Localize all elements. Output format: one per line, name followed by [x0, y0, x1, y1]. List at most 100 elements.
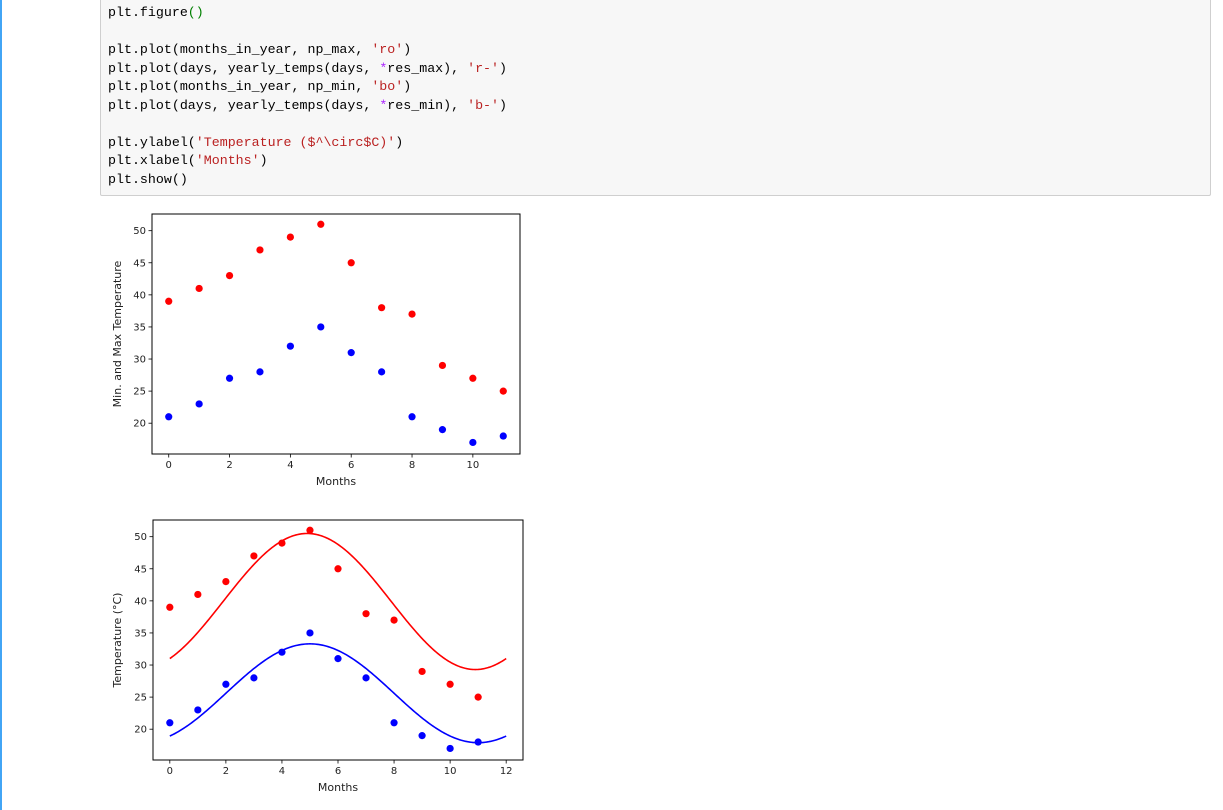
code-line[interactable]: plt.plot(months_in_year, np_max, 'ro')	[108, 41, 507, 60]
x-tick-label: 0	[167, 766, 173, 777]
code-token: plt.plot(days, yearly_temps(days,	[108, 97, 380, 113]
x-tick-label: 6	[335, 766, 341, 777]
x-tick-label: 2	[223, 766, 229, 777]
x-tick-label: 8	[391, 766, 397, 777]
data-point-max	[390, 616, 398, 624]
code-token: plt.plot(months_in_year, np_max,	[108, 42, 372, 57]
y-tick-label: 25	[134, 693, 147, 704]
cell-selection-bar	[0, 0, 2, 810]
plot-frame	[151, 213, 521, 455]
data-point-min	[222, 680, 230, 688]
data-point-min	[474, 738, 482, 746]
data-point-max	[194, 590, 202, 599]
data-point-max	[334, 565, 342, 573]
data-point-min	[306, 629, 314, 637]
y-tick-label: 30	[134, 661, 147, 672]
data-point-max	[195, 284, 203, 293]
code-token: 'Months'	[195, 153, 260, 168]
y-axis-label: Min. and Max Temperature	[111, 260, 124, 407]
y-tick-label: 50	[133, 226, 146, 237]
code-line[interactable]: plt.show()	[108, 171, 507, 190]
data-point-min	[278, 648, 286, 656]
code-token: plt.ylabel(	[108, 134, 196, 150]
data-point-min	[408, 413, 416, 421]
data-point-min	[378, 368, 386, 376]
data-point-max	[256, 246, 264, 254]
data-point-min	[166, 719, 174, 727]
code-token: 'b-'	[467, 97, 500, 113]
x-tick-label: 0	[166, 460, 172, 471]
code-line[interactable]: plt.plot(days, yearly_temps(days, *res_m…	[108, 97, 507, 116]
code-cell[interactable]: plt.figure() plt.plot(months_in_year, np…	[100, 0, 1211, 196]
x-axis-label: Months	[316, 475, 356, 488]
data-point-max	[378, 304, 386, 312]
y-tick-label: 20	[133, 419, 146, 430]
data-point-max	[278, 539, 286, 547]
y-axis-label: Temperature (°C)	[111, 593, 124, 689]
code-line[interactable]: plt.plot(months_in_year, np_min, 'bo')	[108, 78, 507, 97]
data-point-max	[250, 552, 258, 560]
data-point-max	[438, 361, 447, 370]
code-line[interactable]	[108, 115, 507, 134]
code-token: plt.show()	[108, 171, 188, 187]
data-point-max	[225, 272, 234, 280]
data-point-max	[446, 680, 454, 688]
data-point-max	[362, 610, 370, 618]
data-point-max	[347, 259, 355, 267]
code-token: *	[379, 60, 388, 76]
code-line[interactable]: plt.xlabel('Months')	[108, 152, 507, 171]
code-token: 'Temperature ($^\circ$C)'	[195, 134, 396, 150]
fit-line-min-fit	[169, 643, 507, 744]
code-token: 'ro'	[371, 42, 404, 57]
data-point-min	[499, 432, 507, 440]
code-token: )	[403, 42, 412, 57]
y-tick-label: 35	[134, 628, 147, 639]
code-token: )	[395, 134, 404, 150]
code-token: )	[499, 60, 507, 76]
output-chart-min-max-temperature: 0 2 4 6 8 10 20 25 30 35 40 45 50 Months Min. and Max …	[111, 213, 521, 488]
code-token: )	[259, 153, 268, 168]
y-tick-label: 30	[133, 355, 146, 366]
y-tick-label: 40	[133, 290, 146, 301]
y-tick-label: 45	[134, 564, 147, 575]
data-point-max	[165, 297, 173, 305]
data-point-max	[286, 233, 294, 241]
data-point-min	[250, 674, 258, 682]
code-line[interactable]: plt.figure()	[108, 4, 507, 23]
data-point-min	[446, 744, 454, 753]
data-point-max	[418, 667, 426, 676]
data-point-min	[256, 368, 264, 376]
data-point-min	[418, 732, 426, 740]
data-point-min	[334, 655, 342, 663]
data-point-min	[225, 374, 234, 382]
code-editor[interactable]: plt.figure() plt.plot(months_in_year, np…	[108, 4, 507, 189]
code-line[interactable]: plt.plot(days, yearly_temps(days, *res_m…	[108, 60, 507, 79]
data-point-max	[474, 693, 482, 701]
code-token: res_max),	[387, 60, 468, 76]
y-tick-label: 25	[133, 387, 146, 398]
code-token: plt.plot(months_in_year, np_min,	[108, 79, 372, 94]
data-point-min	[347, 349, 355, 357]
x-tick-label: 12	[500, 766, 513, 777]
code-line[interactable]	[108, 23, 507, 42]
x-tick-label: 6	[348, 460, 354, 471]
y-tick-label: 50	[134, 532, 147, 543]
x-tick-label: 2	[226, 460, 232, 471]
data-point-max	[222, 578, 230, 586]
x-tick-label: 4	[287, 460, 293, 471]
data-point-min	[286, 342, 294, 350]
data-point-max	[306, 526, 314, 534]
code-line[interactable]: plt.ylabel('Temperature ($^\circ$C)')	[108, 134, 507, 153]
data-point-min	[469, 438, 477, 447]
data-point-min	[195, 400, 203, 408]
plot-frame	[152, 519, 524, 761]
data-point-min	[165, 413, 173, 421]
data-point-max	[499, 387, 507, 395]
output-chart-temperature-fit: 0 2 4 6 8 10 12 20 25 30 35 40 45 50 Months Temperature…	[111, 519, 524, 794]
x-tick-label: 4	[279, 766, 285, 777]
x-tick-label: 10	[466, 460, 479, 471]
code-token: )	[403, 79, 412, 94]
code-token: 'bo'	[371, 79, 404, 94]
y-tick-label: 40	[134, 596, 147, 607]
data-point-min	[194, 706, 202, 714]
